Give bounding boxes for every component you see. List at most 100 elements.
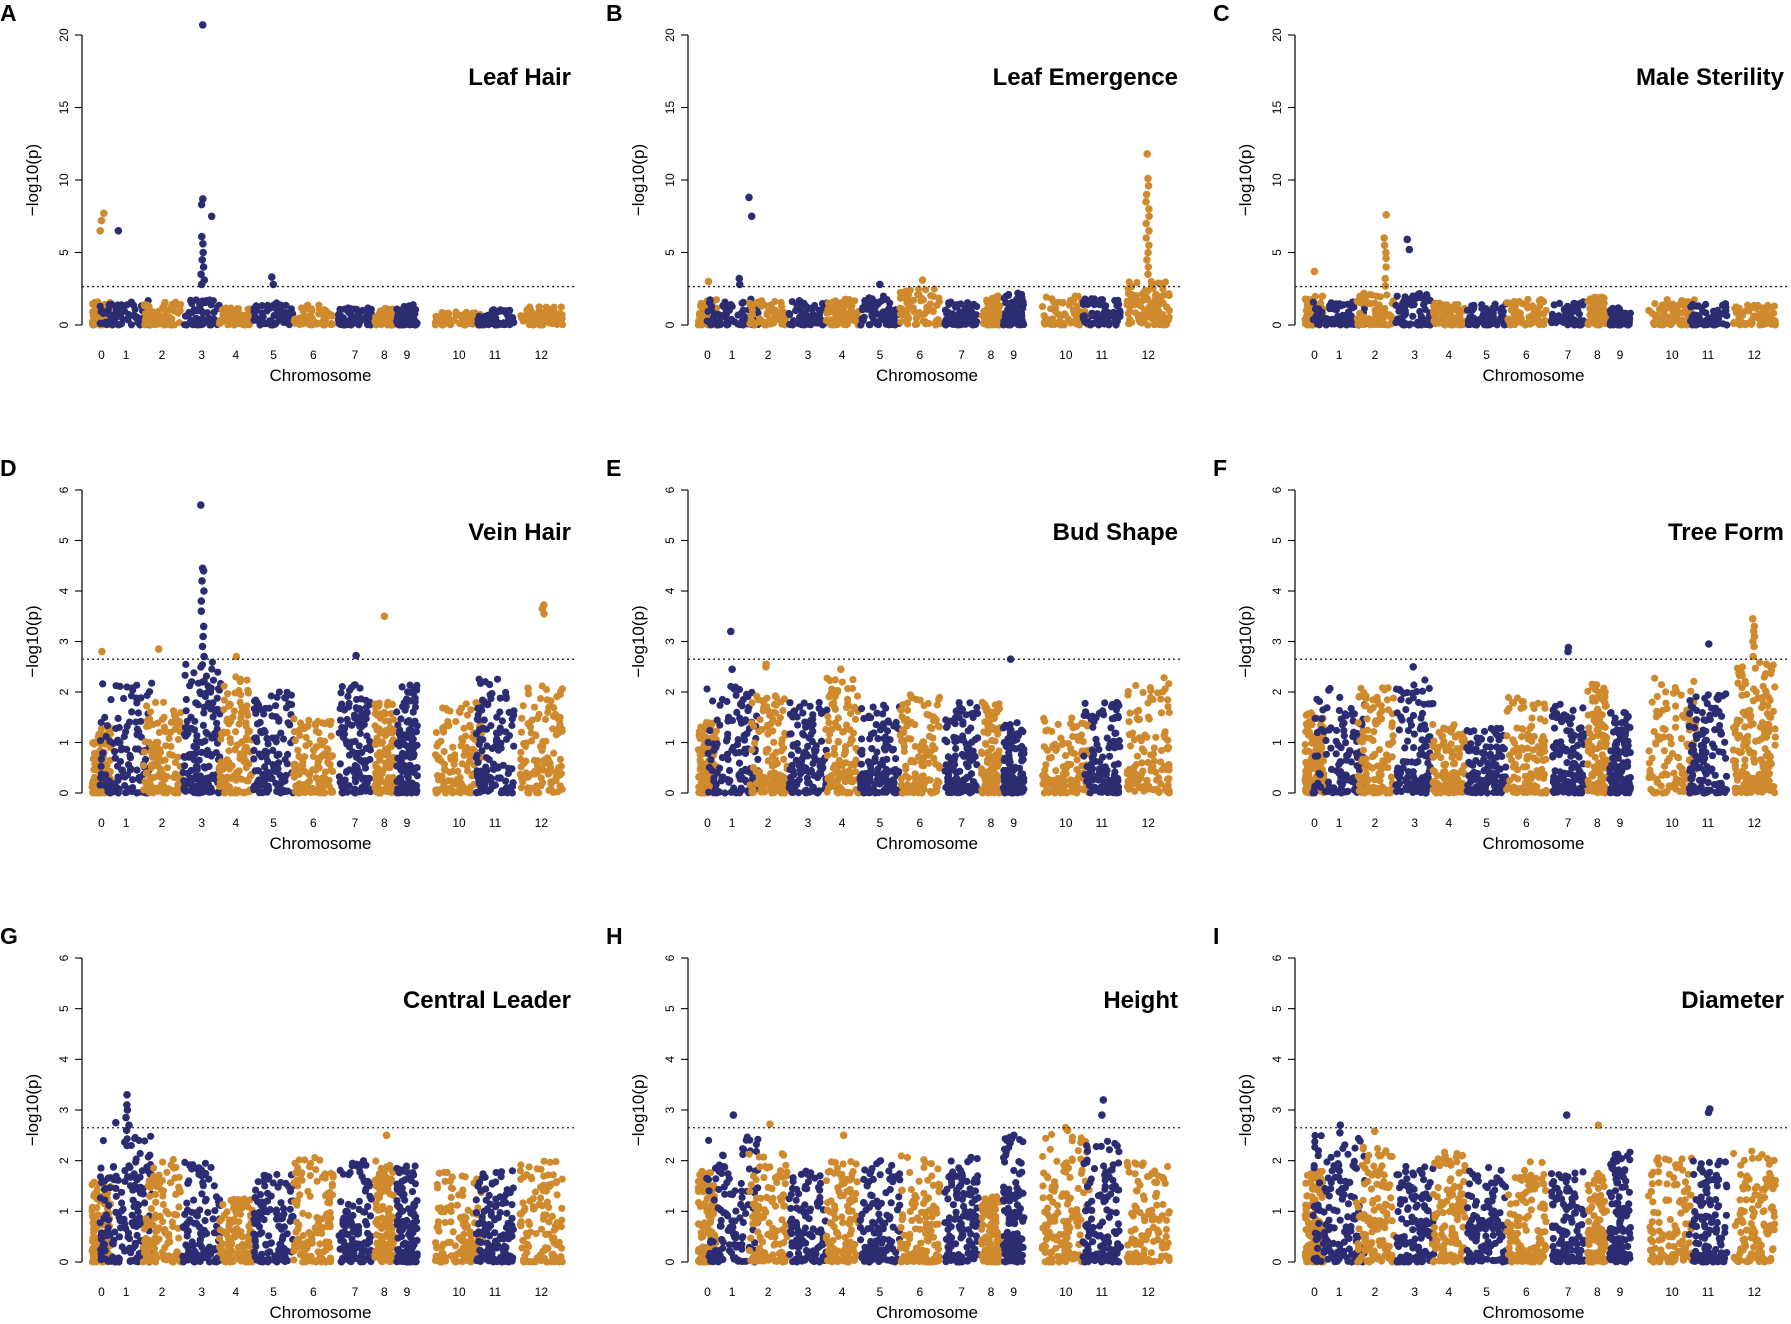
snp-point [376, 756, 384, 764]
snp-point [1014, 289, 1022, 297]
snp-point [1336, 321, 1344, 329]
snp-point [932, 321, 940, 329]
snp-point [961, 304, 969, 312]
snp-point [508, 721, 516, 730]
snp-point [1714, 314, 1723, 322]
snp-point [707, 756, 715, 764]
snp-point [1309, 298, 1317, 306]
snp-point [362, 715, 370, 723]
peak-point [1145, 205, 1153, 213]
snp-point [474, 774, 482, 782]
snp-point [103, 722, 111, 730]
snp-point [537, 774, 545, 782]
peak-point [1144, 263, 1153, 271]
snp-point [794, 303, 802, 311]
snp-point [109, 739, 117, 747]
snp-point [739, 696, 747, 704]
snp-point [118, 766, 127, 774]
x-tick-label: 0 [98, 348, 105, 362]
y-tick-label: 3 [663, 638, 677, 645]
snp-point [309, 752, 317, 761]
snp-point [194, 679, 203, 687]
snp-point [786, 320, 794, 328]
peak-point [1142, 190, 1151, 199]
snp-point [1680, 298, 1689, 306]
snp-point [549, 788, 557, 797]
snp-point [1431, 299, 1439, 307]
snp-point [708, 766, 716, 775]
snp-point [385, 305, 393, 313]
peak-point [1310, 267, 1319, 276]
snp-point [1019, 301, 1027, 309]
snp-point [1482, 305, 1490, 313]
x-tick-label: 10 [452, 816, 466, 830]
snp-point [533, 762, 542, 770]
peak-point [1382, 248, 1390, 257]
snp-point [107, 696, 115, 704]
snp-point [225, 747, 233, 755]
snp-point [295, 780, 303, 788]
x-tick-label: 7 [352, 348, 359, 362]
snp-point [444, 777, 452, 785]
snp-point [375, 702, 383, 710]
snp-point [406, 310, 414, 319]
snp-point [382, 785, 390, 793]
y-tick-label: 15 [57, 101, 71, 115]
snp-point [296, 753, 304, 761]
snp-point [877, 312, 885, 320]
y-tick-label: 6 [663, 486, 677, 493]
snp-point [140, 301, 148, 309]
snp-point [475, 675, 483, 683]
snp-point [992, 305, 1001, 313]
snp-point [556, 721, 564, 729]
snp-point [277, 305, 285, 313]
peak-point [735, 274, 744, 283]
snp-point [1645, 306, 1653, 314]
snp-point [351, 737, 359, 746]
snp-point [1721, 300, 1729, 308]
snp-point [1315, 305, 1323, 313]
panel-letter: B [606, 0, 623, 26]
snp-point [815, 306, 823, 314]
snp-point [735, 759, 744, 767]
snp-point [183, 717, 191, 725]
snp-point [1596, 320, 1604, 328]
snp-point [232, 776, 240, 784]
snp-point [149, 784, 157, 792]
snp-point [1732, 309, 1740, 317]
snp-point [315, 305, 324, 313]
peak-point [352, 651, 360, 660]
snp-point [861, 297, 869, 305]
peak-point [98, 647, 106, 656]
snp-point [350, 318, 358, 326]
snp-point [367, 309, 375, 317]
snp-point [336, 760, 344, 768]
snp-point [235, 720, 243, 728]
snp-point [526, 723, 535, 731]
snp-point [334, 310, 343, 319]
snp-point [1142, 306, 1150, 314]
snp-point [404, 774, 412, 782]
snp-point [294, 727, 302, 736]
snp-point [186, 682, 194, 690]
snp-point [1537, 320, 1546, 328]
peak-point [199, 263, 208, 271]
snp-point [482, 763, 490, 771]
snp-point [1430, 311, 1438, 319]
snp-point [1626, 309, 1634, 317]
peak-point [199, 195, 207, 203]
snp-point [208, 665, 216, 673]
x-tick-label: 7 [352, 816, 359, 830]
snp-point [494, 308, 502, 316]
snp-point [1550, 312, 1558, 320]
snp-point [1510, 311, 1518, 319]
snp-point [403, 743, 412, 751]
panel-letter: E [606, 455, 621, 481]
snp-point [496, 774, 504, 782]
snp-point [481, 678, 489, 686]
x-tick-label: 1 [729, 816, 736, 830]
y-tick-label: 0 [663, 789, 677, 796]
snp-point [356, 729, 364, 738]
snp-point [749, 320, 758, 328]
snp-point [1150, 321, 1158, 329]
